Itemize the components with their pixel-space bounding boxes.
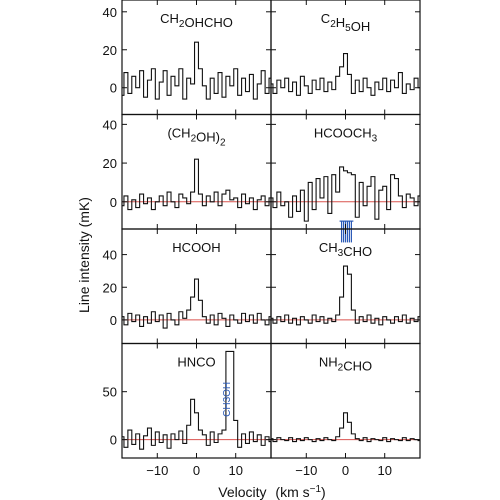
panel-label-text: H — [336, 15, 345, 30]
panel-frame — [270, 0, 421, 116]
y-tick-label: 50 — [103, 385, 117, 400]
y-tick-label: 20 — [103, 43, 117, 58]
panel-1: 0 20 40 CH2OHCHO — [103, 0, 272, 116]
panel-label: CH2OHCHO — [160, 11, 233, 30]
panel-label-text: NH — [319, 355, 338, 370]
panel-6: CH3CHO — [270, 228, 421, 345]
panel-7: 0 50 −10 0 10 HNCO CH3OH — [103, 342, 272, 478]
y-tick-label: 0 — [110, 313, 117, 328]
panel-label: HNCO — [177, 355, 215, 370]
panel-label-text: CHO — [343, 359, 372, 374]
x-axis-label-open: ( — [275, 484, 280, 500]
panel-label-subscript: 5 — [345, 23, 351, 34]
panel-label: NH2CHO — [319, 355, 372, 374]
spectrum-trace — [271, 166, 420, 222]
panel-label-text: HCOOH — [172, 240, 220, 255]
x-axis-label-close: ) — [321, 484, 326, 500]
y-axis-label: Line intensity (mK) — [76, 197, 92, 313]
panel-label: C2H5OH — [321, 11, 370, 34]
x-axis-label-unit: km s — [280, 484, 310, 500]
panel-label-text: HCOOCH — [314, 126, 372, 141]
panel-4: HCOOCH3 — [270, 113, 421, 243]
y-tick-label: 0 — [110, 81, 117, 96]
panel-label-text: OH — [351, 19, 371, 34]
spectrum-trace — [271, 53, 420, 96]
y-tick-label: 40 — [103, 248, 117, 263]
panel-label-text: OH) — [196, 130, 220, 145]
x-tick-label: −10 — [146, 463, 168, 478]
panel-5: 0 20 40 HCOOH — [103, 228, 272, 345]
x-tick-label: 0 — [193, 463, 200, 478]
y-tick-label: 0 — [110, 433, 117, 448]
y-tick-label: 20 — [103, 156, 117, 171]
panel-8: −10 0 10 NH2CHO — [270, 342, 421, 478]
y-tick-label: 40 — [103, 5, 117, 20]
panel-label-text: C — [321, 11, 330, 26]
panel-label-subscript: 2 — [330, 19, 336, 30]
x-axis-label-exponent: −1 — [310, 484, 322, 495]
spectrum-trace — [122, 278, 271, 329]
y-tick-label: 40 — [103, 117, 117, 132]
y-tick-label: 0 — [110, 195, 117, 210]
x-axis-label: Velocity (km s−1) — [218, 484, 325, 500]
x-axis-label-text: Velocity — [218, 484, 266, 500]
panel-label-subscript: 2 — [179, 19, 185, 30]
panel-label-subscript: 3 — [372, 134, 378, 145]
spectrum-trace — [122, 41, 271, 100]
y-tick-label: 20 — [103, 280, 117, 295]
panel-label-subscript: 2 — [220, 138, 226, 149]
panel-label-text: CH — [319, 240, 338, 255]
panel-label-subscript: 2 — [338, 363, 344, 374]
x-tick-label: −10 — [295, 463, 317, 478]
spectrum-trace — [122, 158, 271, 211]
spectrum-trace — [271, 412, 420, 443]
spectrum-trace — [271, 265, 420, 326]
x-tick-label: 10 — [377, 463, 391, 478]
panel-label-text: (CH — [167, 126, 190, 141]
panel-label: HCOOH — [172, 240, 220, 255]
spectrum-trace — [122, 350, 271, 450]
panel-label: CH3CHO — [319, 240, 372, 259]
panel-label-subscript: 3 — [338, 248, 344, 259]
panel-label: HCOOCH3 — [314, 126, 378, 145]
x-tick-label: 10 — [228, 463, 242, 478]
panel-label-text: OHCHO — [184, 15, 232, 30]
panel-2: C2H5OH — [270, 0, 421, 116]
panel-label: (CH2OH)2 — [167, 126, 226, 149]
ch3oh-annotation: CH3OH — [222, 382, 233, 417]
panel-label-text: CH — [160, 11, 179, 26]
panel-label-subscript: 2 — [191, 134, 197, 145]
x-tick-label: 0 — [342, 463, 349, 478]
panel-label-text: CHO — [343, 244, 372, 259]
panel-label-text: HNCO — [177, 355, 215, 370]
